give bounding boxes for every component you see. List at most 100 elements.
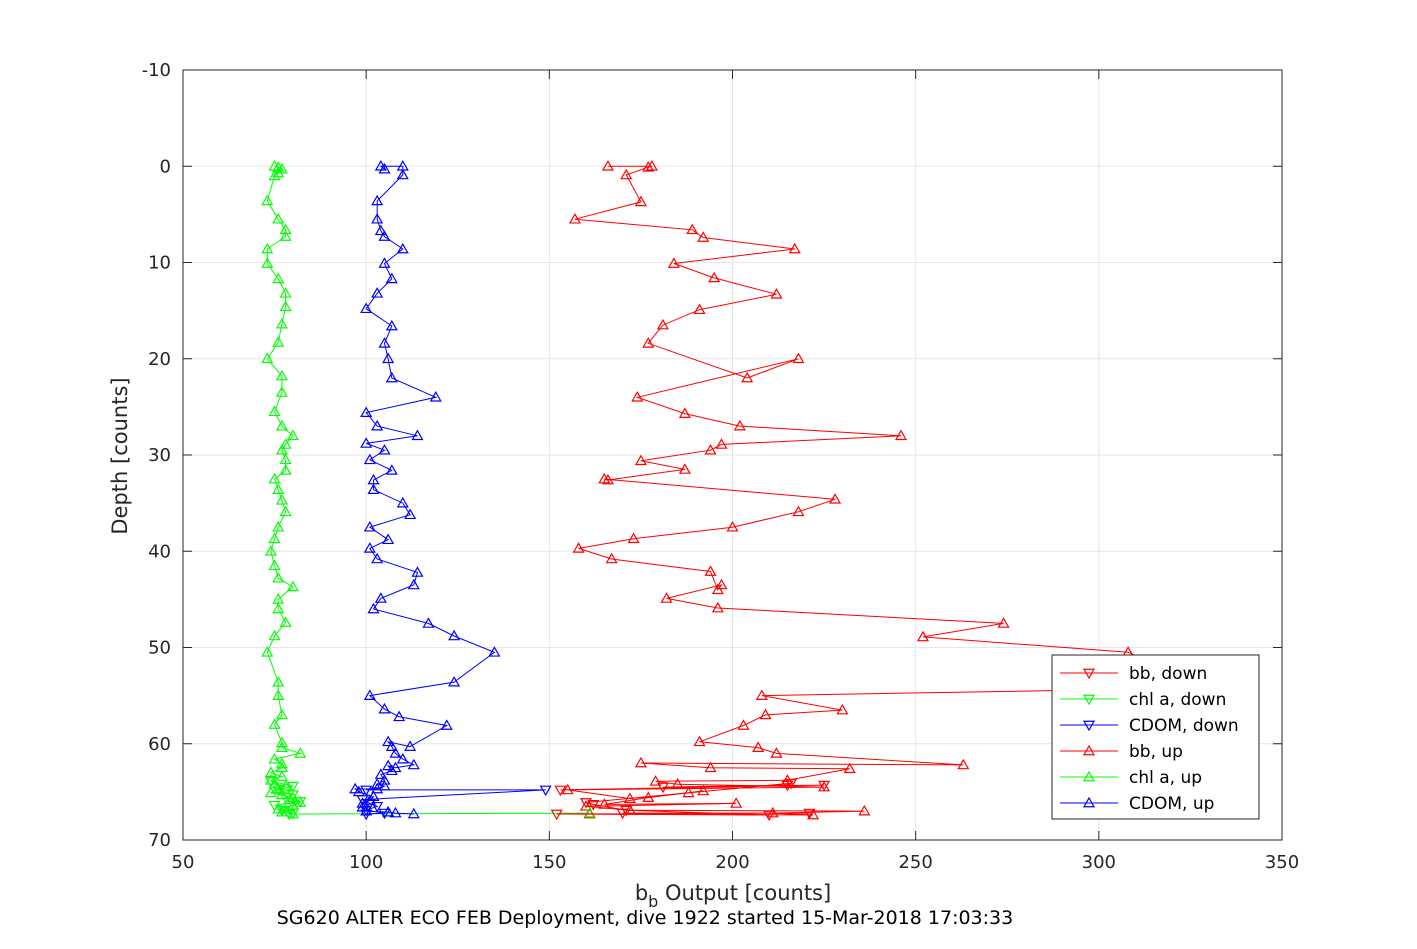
data-point: [715, 438, 728, 449]
data-point: [367, 602, 380, 614]
data-point: [396, 752, 409, 764]
data-point: [579, 800, 593, 811]
data-point: [378, 702, 391, 714]
data-point: [275, 386, 288, 397]
data-point: [997, 617, 1010, 628]
data-point: [667, 257, 680, 268]
data-point: [598, 798, 611, 809]
data-point: [704, 761, 717, 773]
data-point: [360, 302, 373, 314]
data-point: [283, 809, 296, 821]
y-tick-label: 20: [148, 349, 171, 370]
data-point: [268, 472, 281, 484]
data-point: [264, 776, 277, 788]
legend-label: bb, up: [1129, 742, 1183, 762]
data-point: [393, 710, 406, 722]
data-point: [371, 801, 384, 813]
legend-marker: [1082, 668, 1096, 680]
series-bb-up: [561, 160, 1215, 820]
data-point: [367, 473, 380, 485]
x-axis-label-rest: Output [counts]: [658, 881, 831, 905]
data-point: [601, 160, 614, 171]
y-tick-label: 0: [160, 156, 171, 177]
legend-label: chl a, up: [1129, 768, 1202, 788]
data-point: [279, 453, 292, 465]
data-point: [272, 571, 285, 583]
legend-marker: [1082, 694, 1096, 706]
data-point: [396, 160, 409, 171]
data-point: [382, 735, 395, 747]
data-point: [367, 483, 380, 494]
data-point: [389, 761, 402, 773]
data-point: [708, 271, 721, 283]
data-point: [858, 804, 871, 816]
data-point: [261, 257, 274, 268]
data-point: [279, 438, 292, 449]
y-tick-label: 50: [148, 638, 171, 659]
data-point: [294, 747, 307, 758]
data-point: [385, 371, 398, 383]
data-point: [286, 580, 299, 592]
x-tick-label: 50: [172, 852, 195, 873]
data-point: [272, 483, 285, 494]
data-point: [286, 429, 299, 441]
data-point: [374, 768, 387, 779]
data-point: [587, 800, 600, 811]
data-point: [642, 161, 655, 172]
data-point: [371, 194, 384, 206]
data-point: [261, 352, 274, 364]
data-point: [385, 464, 398, 475]
data-point: [656, 782, 669, 794]
data-point: [272, 593, 285, 604]
data-point: [268, 718, 281, 729]
data-point: [429, 391, 442, 402]
data-point: [803, 808, 816, 820]
legend-entry: CDOM, down: [1060, 716, 1239, 736]
legend-label: CDOM, up: [1129, 794, 1214, 814]
data-point: [279, 287, 292, 298]
data-point: [286, 781, 299, 793]
data-point: [404, 508, 417, 520]
data-point: [829, 493, 842, 504]
data-point: [272, 602, 285, 614]
data-point: [634, 195, 647, 207]
data-point: [843, 762, 856, 774]
data-point: [279, 793, 292, 804]
ticks: 50 100 150 200 250 300 350 -10 0 10 20 30 40 50 60 70: [142, 60, 1300, 873]
series-line: [270, 780, 301, 815]
data-point: [759, 708, 772, 720]
data-point: [579, 798, 593, 809]
data-point: [272, 520, 285, 532]
legend: bb, down chl a, down CDOM, down bb, up chl a…: [1051, 654, 1260, 820]
data-point: [360, 785, 373, 797]
data-point: [766, 806, 779, 818]
data-point: [396, 168, 409, 180]
data-point: [785, 778, 798, 790]
data-point: [371, 552, 384, 564]
data-point: [279, 616, 292, 627]
data-point: [275, 708, 288, 720]
legend-marker: [1082, 770, 1096, 782]
data-point: [411, 566, 424, 577]
data-point: [411, 429, 424, 441]
data-point: [583, 806, 596, 818]
data-point: [382, 352, 395, 364]
data-point: [268, 629, 281, 641]
data-point: [378, 162, 391, 174]
data-point: [382, 759, 395, 771]
data-point: [382, 805, 395, 817]
data-point: [378, 230, 391, 241]
data-point: [807, 808, 820, 820]
y-axis-label: Depth [counts]: [108, 377, 132, 534]
data-point: [404, 740, 417, 751]
data-point: [374, 592, 387, 603]
legend-label: chl a, down: [1129, 690, 1226, 710]
data-point: [488, 646, 501, 657]
data-point: [272, 785, 285, 797]
data-point: [957, 758, 970, 770]
data-point: [645, 160, 658, 171]
data-point: [264, 766, 277, 777]
data-point: [378, 808, 391, 820]
y-tick-label: 60: [148, 734, 171, 755]
